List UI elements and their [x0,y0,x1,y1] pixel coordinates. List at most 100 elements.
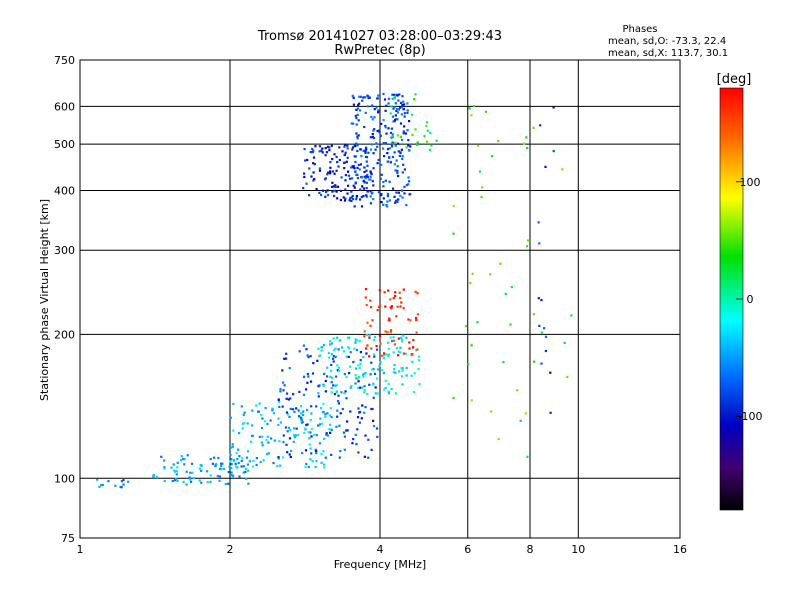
data-point [329,172,332,175]
data-point [182,480,185,483]
data-point [392,120,395,123]
data-point [540,331,544,334]
data-point [317,392,320,395]
data-point [363,175,366,178]
data-point [407,139,410,142]
data-point [369,324,372,327]
data-point [348,365,352,368]
data-point [303,172,306,175]
data-point [285,397,288,400]
data-point [220,462,223,465]
data-point [182,457,185,461]
data-point [526,239,529,242]
data-point [310,427,313,431]
data-point [322,411,325,414]
data-point [354,181,357,184]
data-point [362,187,365,190]
data-point [279,388,282,391]
data-point [295,427,298,430]
data-point [271,407,274,410]
data-point [321,151,324,154]
data-point [363,411,366,414]
data-point [533,360,536,363]
data-point [353,186,356,189]
data-point [376,348,379,351]
y-tick-label: 600 [54,100,75,113]
data-point [305,348,308,351]
data-point [245,456,249,459]
data-point [175,470,178,473]
data-point [242,465,246,468]
data-point [192,477,195,480]
data-point [352,360,355,364]
data-point [364,406,367,409]
data-point [298,390,301,393]
data-point [540,362,543,365]
data-point [394,291,397,294]
data-point [345,160,348,163]
data-point [350,384,353,388]
data-point [373,372,377,375]
data-point [339,412,342,415]
data-point [372,424,376,428]
data-point [394,199,398,202]
data-point [476,321,479,324]
data-point [328,428,331,431]
data-point [286,413,289,416]
data-point [240,405,243,408]
data-point [310,452,313,455]
data-point [417,359,421,362]
data-point [396,200,399,203]
data-point [355,195,358,198]
data-point [372,367,375,371]
data-point [365,160,368,163]
data-point [306,408,309,411]
data-point [188,478,191,481]
data-point [318,167,321,170]
data-point [242,471,245,474]
data-point [413,98,416,101]
data-point [366,105,369,108]
data-point [426,129,429,132]
data-point [328,149,331,152]
data-point [229,453,232,457]
data-point [346,156,349,159]
data-point [351,148,354,151]
phase-stats-label: Phases [622,24,657,35]
data-point [342,431,346,434]
data-point [310,412,313,415]
data-point [414,290,417,293]
data-point [402,352,406,355]
data-point [277,417,280,420]
data-point [359,109,362,112]
data-point [366,173,369,176]
data-point [251,409,254,412]
data-point [382,181,385,184]
data-point [362,355,365,358]
data-point [379,342,382,345]
data-point [300,418,304,421]
data-point [386,148,390,151]
data-point [378,289,381,292]
data-point [337,165,340,168]
data-point [354,155,357,158]
data-point [392,297,395,300]
data-point [303,427,306,430]
data-point [356,144,359,147]
data-point [257,410,260,413]
data-point [352,438,355,441]
data-point [173,479,177,482]
data-point [376,162,379,165]
data-point [266,435,269,438]
data-point [329,423,332,426]
data-point [407,176,410,179]
data-point [183,458,186,461]
data-point [330,381,333,384]
data-point [393,368,396,371]
data-point [198,467,201,470]
data-point [357,103,360,107]
data-point [186,454,189,457]
data-point [377,94,380,97]
data-point [386,152,389,155]
